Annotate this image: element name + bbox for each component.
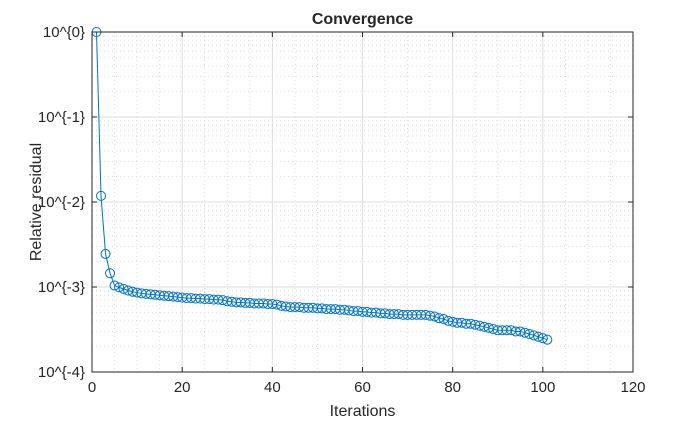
y-tick-label: 10^{0} bbox=[43, 24, 85, 41]
data-point-marker bbox=[118, 283, 129, 294]
y-tick-label: 10^{-1} bbox=[38, 109, 85, 126]
data-point-marker bbox=[114, 282, 125, 293]
data-point-marker bbox=[479, 321, 490, 332]
data-point-marker bbox=[533, 331, 544, 342]
data-point-marker bbox=[519, 327, 530, 338]
x-tick-label: 100 bbox=[530, 379, 555, 396]
x-axis-label: Iterations bbox=[330, 403, 396, 420]
data-point-marker bbox=[537, 333, 548, 344]
x-tick-label: 80 bbox=[444, 379, 461, 396]
y-axis-label: Relative residual bbox=[28, 143, 45, 261]
data-point-marker bbox=[528, 330, 539, 341]
y-tick-label: 10^{-2} bbox=[38, 194, 85, 211]
data-point-marker bbox=[429, 311, 440, 322]
data-point-marker bbox=[425, 310, 436, 321]
x-tick-label: 40 bbox=[264, 379, 281, 396]
series-layer bbox=[91, 27, 553, 345]
y-tick-label: 10^{-4} bbox=[38, 364, 85, 381]
data-point-marker bbox=[100, 248, 111, 259]
data-point-marker bbox=[474, 320, 485, 331]
data-point-marker bbox=[524, 328, 535, 339]
data-point-marker bbox=[105, 268, 116, 279]
x-tick-label: 120 bbox=[620, 379, 645, 396]
data-point-marker bbox=[434, 313, 445, 324]
data-point-marker bbox=[109, 280, 120, 291]
x-tick-label: 60 bbox=[354, 379, 371, 396]
tick-layer: 0 20 40 60 80 100 120 10^{0} 10^{-1} 10^{-2} 10^{-… bbox=[38, 24, 646, 396]
x-tick-label: 0 bbox=[88, 379, 96, 396]
data-point-marker bbox=[515, 326, 526, 337]
data-point-marker bbox=[96, 190, 107, 201]
y-tick-label: 10^{-3} bbox=[38, 279, 85, 296]
x-tick-label: 20 bbox=[174, 379, 191, 396]
chart-title: Convergence bbox=[312, 11, 413, 28]
data-point-marker bbox=[438, 314, 449, 325]
data-point-marker bbox=[483, 322, 494, 333]
data-point-marker bbox=[542, 334, 553, 345]
